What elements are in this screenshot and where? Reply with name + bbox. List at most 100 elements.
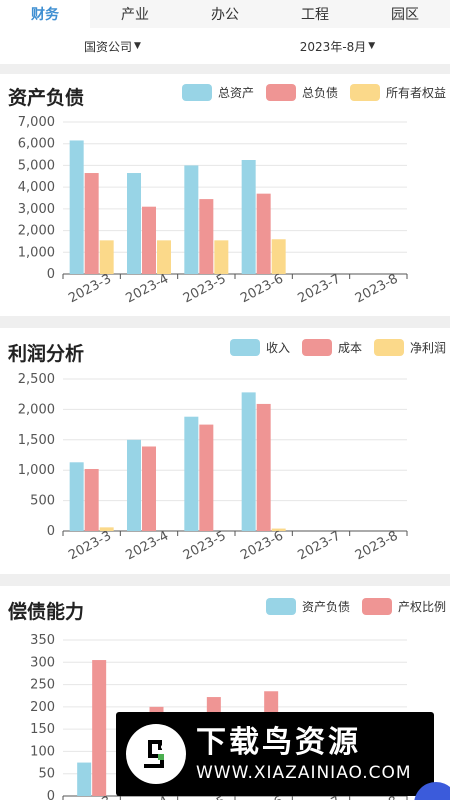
y-tick-label: 3,000: [18, 202, 55, 217]
x-tick-label: 2023-8: [353, 271, 401, 306]
y-tick-label: 50: [38, 767, 55, 782]
period-select[interactable]: 2023年-8月 ▼: [225, 38, 450, 55]
legend-swatch: [301, 339, 332, 356]
watermark-banner: 下载鸟资源 WWW.XIAZAINIAO.COM: [116, 712, 434, 796]
tab-finance[interactable]: 财务: [0, 0, 90, 28]
legend-swatch: [265, 84, 296, 101]
y-tick-label: 0: [47, 524, 55, 539]
assets-liabilities-chart: 0 1,000 2,000 3,000 4,000 5,000 6,000 7,000 2023…: [18, 115, 408, 306]
legend-item[interactable]: 所有者权益: [349, 84, 446, 101]
tab-engineering[interactable]: 工程: [301, 7, 329, 23]
bar: [69, 140, 84, 274]
legend-swatch: [229, 339, 260, 356]
y-tick-label: 150: [30, 722, 55, 737]
bar: [184, 165, 199, 274]
bar: [241, 160, 256, 274]
company-select[interactable]: 国资公司 ▼: [0, 38, 225, 55]
chart-legend: 资产负债 产权比例: [254, 598, 446, 615]
legend-swatch: [361, 598, 392, 615]
y-tick-label: 350: [30, 633, 55, 648]
bar: [199, 199, 214, 274]
legend-label: 资产负债: [301, 600, 350, 614]
watermark-url: WWW.XIAZAINIAO.COM: [196, 763, 412, 783]
legend-item[interactable]: 收入: [229, 339, 290, 356]
x-tick-label: 2023-4: [124, 528, 172, 563]
y-tick-label: 500: [30, 494, 55, 509]
bar: [99, 527, 114, 531]
caret-down-icon: ▼: [368, 41, 376, 51]
bar: [199, 424, 214, 531]
legend-item[interactable]: 资产负债: [265, 598, 350, 615]
y-tick-label: 2,000: [18, 402, 55, 417]
legend-item[interactable]: 净利润: [373, 339, 446, 356]
legend-item[interactable]: 产权比例: [361, 598, 446, 615]
legend-swatch: [349, 84, 380, 101]
x-tick-label: 2023-8: [353, 528, 401, 563]
y-tick-label: 300: [30, 655, 55, 670]
bar: [127, 173, 141, 274]
y-tick-label: 0: [47, 789, 55, 800]
card-title: 资产负债: [8, 87, 85, 109]
chart-legend: 收入 成本 净利润: [218, 339, 446, 356]
y-tick-label: 1,000: [18, 463, 55, 478]
legend-item[interactable]: 总资产: [181, 84, 254, 101]
legend-swatch: [373, 339, 404, 356]
bar: [256, 403, 271, 531]
legend-item[interactable]: 成本: [301, 339, 362, 356]
x-tick-label: 2023-7: [296, 271, 344, 306]
x-tick-label: 2023-7: [296, 528, 344, 563]
bar: [142, 446, 156, 531]
watermark-text: 下载鸟资源 WWW.XIAZAINIAO.COM: [196, 725, 412, 783]
legend-swatch: [265, 598, 296, 615]
chart-legend: 总资产 总负债 所有者权益: [170, 84, 446, 101]
bar: [77, 762, 92, 796]
bar: [69, 462, 84, 531]
bar: [92, 660, 107, 796]
bar: [127, 439, 141, 531]
tab-office[interactable]: 办公: [211, 7, 239, 23]
legend-swatch: [181, 84, 212, 101]
x-tick-label: 2023-3: [66, 271, 114, 306]
y-tick-label: 200: [30, 700, 55, 715]
legend-label: 总负债: [301, 86, 338, 100]
bar: [241, 392, 256, 531]
profit-analysis-card: 利润分析 收入 成本 净利润 0 500 1,000 1,500 2,000 2,500 2…: [0, 328, 450, 574]
tab-park[interactable]: 园区: [391, 7, 419, 23]
y-tick-label: 7,000: [18, 115, 55, 130]
legend-item[interactable]: 总负债: [265, 84, 338, 101]
bar: [214, 240, 229, 274]
bar: [271, 239, 286, 274]
y-tick-label: 2,500: [18, 372, 55, 387]
card-title: 偿债能力: [8, 601, 85, 623]
assets-liabilities-card: 资产负债 总资产 总负债 所有者权益 0 1,000 2,000 3,000 4,000…: [0, 74, 450, 316]
card-title: 利润分析: [8, 343, 85, 365]
bar: [256, 193, 271, 274]
y-tick-label: 1,000: [18, 245, 55, 260]
legend-label: 总资产: [217, 86, 254, 100]
bar: [271, 528, 286, 531]
tab-industry[interactable]: 产业: [121, 7, 149, 23]
x-tick-label: 2023-5: [181, 528, 229, 563]
filter-bar: 国资公司 ▼ 2023年-8月 ▼: [0, 28, 450, 64]
company-select-label: 国资公司: [84, 39, 133, 54]
bar: [84, 173, 99, 274]
y-tick-label: 250: [30, 678, 55, 693]
bird-logo-icon: [126, 724, 186, 784]
floating-action-button[interactable]: [414, 782, 450, 800]
y-tick-label: 100: [30, 744, 55, 759]
y-tick-label: 2,000: [18, 224, 55, 239]
x-tick-label: 2023-3: [66, 528, 114, 563]
bar: [99, 240, 114, 274]
legend-label: 所有者权益: [385, 86, 446, 100]
x-tick-label: 2023-6: [238, 528, 286, 563]
legend-label: 成本: [337, 341, 362, 355]
period-select-label: 2023年-8月: [299, 39, 367, 54]
legend-label: 收入: [265, 341, 290, 355]
y-tick-label: 6,000: [18, 137, 55, 152]
bar: [84, 468, 99, 531]
bar: [142, 206, 156, 274]
bar: [184, 416, 199, 531]
profit-analysis-chart: 0 500 1,000 1,500 2,000 2,500 2023-3 2023-4 2023…: [18, 372, 408, 563]
y-tick-label: 4,000: [18, 180, 55, 195]
